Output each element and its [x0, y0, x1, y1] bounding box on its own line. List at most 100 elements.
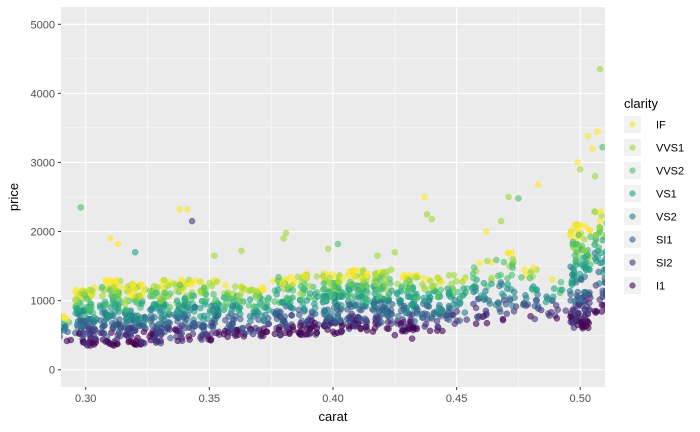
data-point [566, 287, 574, 295]
data-point [51, 313, 57, 319]
data-point [428, 283, 435, 291]
data-point [212, 312, 219, 319]
data-point [580, 246, 588, 254]
legend-swatch [629, 121, 636, 128]
data-point [607, 247, 613, 253]
data-point [109, 324, 116, 332]
data-point [265, 320, 273, 328]
data-point [370, 306, 377, 314]
data-point [488, 280, 495, 288]
data-point [352, 323, 359, 330]
data-point [533, 297, 541, 304]
data-point [51, 336, 57, 342]
data-point [259, 283, 266, 291]
data-point [421, 323, 428, 330]
data-point [231, 283, 239, 290]
data-point [448, 280, 455, 287]
data-point [260, 316, 268, 324]
data-point [397, 320, 405, 327]
data-point [592, 232, 599, 239]
data-point [520, 301, 527, 309]
data-point [113, 287, 121, 295]
data-point [604, 213, 605, 216]
data-point [335, 279, 343, 287]
data-point [604, 251, 605, 256]
data-point [396, 299, 404, 307]
legend-label: SI1 [656, 235, 673, 247]
data-point [352, 302, 359, 309]
data-point [607, 224, 613, 230]
data-point [61, 314, 62, 319]
data-point [599, 144, 605, 151]
data-point [447, 294, 455, 301]
data-point [182, 324, 189, 332]
data-point [330, 304, 338, 312]
data-point [164, 307, 172, 315]
data-point [508, 262, 516, 269]
data-point [596, 65, 604, 73]
data-point [61, 318, 64, 326]
data-point [54, 323, 60, 329]
data-point [102, 276, 109, 284]
data-point [596, 223, 603, 231]
data-point [301, 273, 309, 280]
data-point [279, 298, 287, 306]
data-point [612, 276, 618, 282]
data-point [598, 308, 605, 315]
data-point [48, 339, 54, 345]
data-point [186, 336, 193, 343]
data-point [557, 278, 565, 286]
data-point [504, 281, 512, 288]
data-point [609, 260, 615, 266]
data-point [96, 302, 104, 309]
data-point [306, 282, 314, 290]
legend: clarity IF VVS1 VVS2 VS1 VS2 SI1 SI2 I1 [624, 96, 684, 294]
data-point [413, 295, 420, 302]
data-point [608, 285, 614, 291]
data-point [497, 279, 505, 286]
data-point [470, 264, 478, 271]
data-point [344, 306, 351, 313]
data-point [321, 307, 329, 315]
data-point [420, 294, 427, 302]
data-point [388, 287, 395, 294]
data-point [586, 226, 593, 234]
data-point [320, 280, 327, 287]
data-point [438, 279, 445, 287]
data-point [184, 300, 192, 308]
data-point [591, 250, 599, 257]
data-point [591, 173, 599, 180]
data-point [391, 249, 399, 256]
data-point [157, 298, 164, 305]
data-point [419, 314, 426, 321]
y-axis-title: price [6, 183, 21, 211]
data-point [48, 318, 54, 324]
legend-label: I1 [656, 281, 665, 293]
data-point [274, 286, 281, 294]
data-point [493, 256, 500, 264]
data-point [372, 313, 380, 320]
data-point [372, 270, 379, 277]
data-point [574, 321, 582, 329]
data-point [584, 132, 591, 140]
data-point [510, 288, 518, 296]
data-point [176, 324, 184, 331]
x-tick-label: 0.30 [75, 393, 96, 405]
data-point [360, 277, 367, 285]
data-point [311, 310, 319, 318]
data-point [376, 293, 384, 300]
data-point [558, 286, 566, 294]
data-point [165, 282, 172, 289]
data-point [136, 292, 143, 299]
data-point [54, 327, 60, 333]
data-point [121, 300, 129, 308]
legend-swatch [629, 144, 636, 151]
data-point [213, 278, 220, 286]
data-point [607, 247, 613, 253]
data-point [472, 304, 480, 312]
data-point [211, 252, 218, 259]
data-point [222, 282, 229, 289]
legend-label: VVS1 [656, 143, 684, 155]
data-point [183, 206, 191, 213]
data-point [573, 240, 580, 248]
